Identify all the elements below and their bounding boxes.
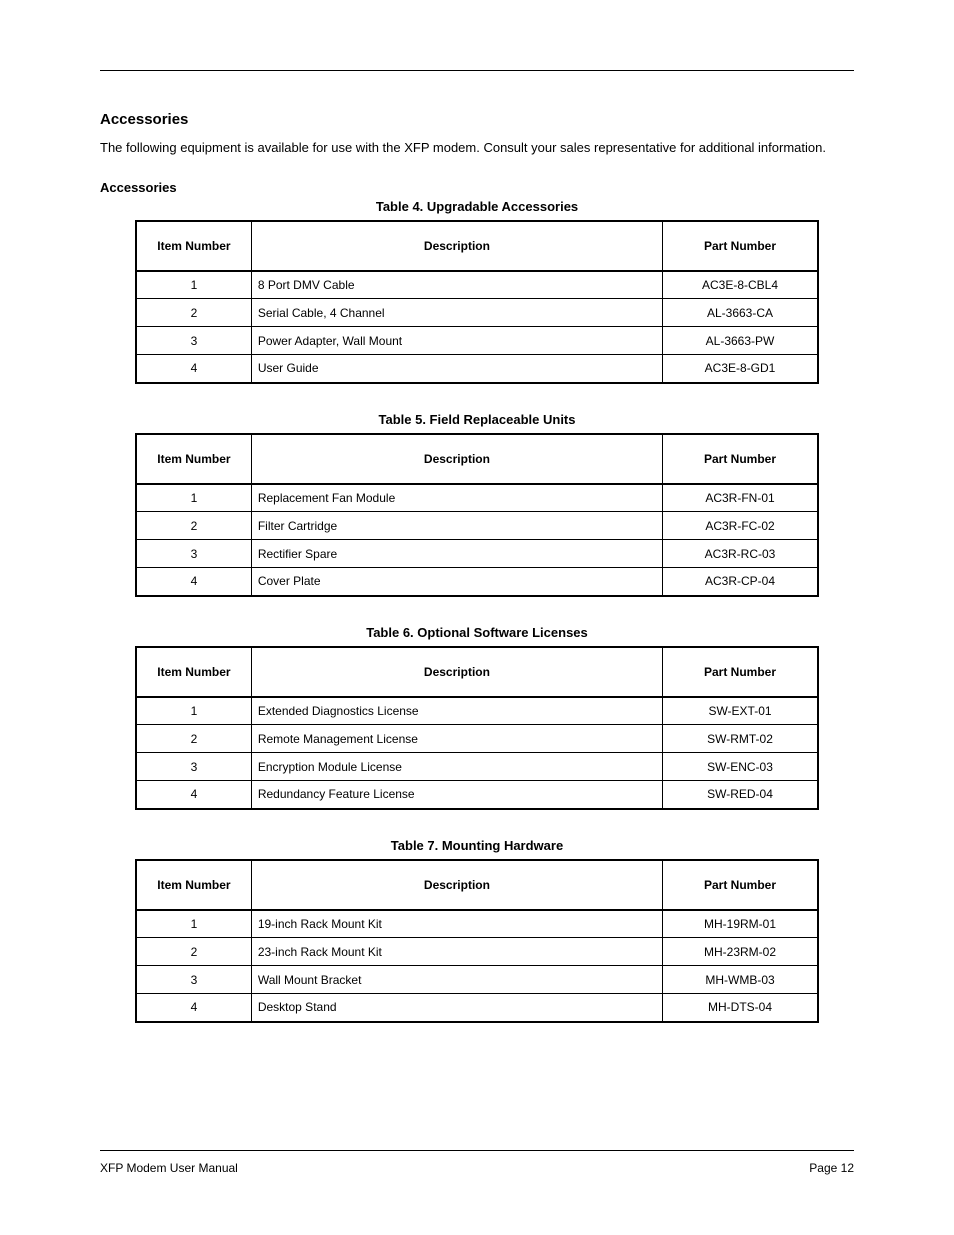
cell-part: SW-ENC-03 xyxy=(663,753,818,781)
table-caption: Table 7. Mounting Hardware xyxy=(100,838,854,853)
accessories-table: Item Number Description Part Number 1 8 … xyxy=(135,220,819,384)
cell-desc: User Guide xyxy=(251,355,662,383)
cell-part: AC3E-8-CBL4 xyxy=(663,271,818,299)
cell-item: 4 xyxy=(136,781,251,809)
spacer xyxy=(100,1051,854,1151)
cell-desc: Encryption Module License xyxy=(251,753,662,781)
header-rule xyxy=(100,70,854,71)
cell-part: SW-RMT-02 xyxy=(663,725,818,753)
cell-desc: Cover Plate xyxy=(251,568,662,596)
table-caption: Table 6. Optional Software Licenses xyxy=(100,625,854,640)
col-header-item: Item Number xyxy=(136,221,251,271)
table-row: 4 Redundancy Feature License SW-RED-04 xyxy=(136,781,818,809)
table-row: 3 Encryption Module License SW-ENC-03 xyxy=(136,753,818,781)
table-row: 2 Remote Management License SW-RMT-02 xyxy=(136,725,818,753)
table-row: 1 Replacement Fan Module AC3R-FN-01 xyxy=(136,484,818,512)
cell-item: 1 xyxy=(136,697,251,725)
cell-part: AC3E-8-GD1 xyxy=(663,355,818,383)
table-row: 4 Cover Plate AC3R-CP-04 xyxy=(136,568,818,596)
cell-desc: Desktop Stand xyxy=(251,994,662,1022)
cell-part: MH-19RM-01 xyxy=(663,910,818,938)
table-row: 3 Rectifier Spare AC3R-RC-03 xyxy=(136,540,818,568)
cell-desc: 8 Port DMV Cable xyxy=(251,271,662,299)
table-row: 3 Wall Mount Bracket MH-WMB-03 xyxy=(136,966,818,994)
mounting-table: Item Number Description Part Number 1 19… xyxy=(135,859,819,1023)
table-row: 2 23-inch Rack Mount Kit MH-23RM-02 xyxy=(136,938,818,966)
cell-item: 1 xyxy=(136,484,251,512)
table-header-row: Item Number Description Part Number xyxy=(136,860,818,910)
intro-paragraph: The following equipment is available for… xyxy=(100,138,854,158)
cell-item: 1 xyxy=(136,910,251,938)
col-header-part: Part Number xyxy=(663,221,818,271)
cell-part: SW-RED-04 xyxy=(663,781,818,809)
cell-desc: Wall Mount Bracket xyxy=(251,966,662,994)
licenses-table: Item Number Description Part Number 1 Ex… xyxy=(135,646,819,810)
cell-part: MH-23RM-02 xyxy=(663,938,818,966)
cell-desc: 23-inch Rack Mount Kit xyxy=(251,938,662,966)
cell-item: 1 xyxy=(136,271,251,299)
cell-desc: Extended Diagnostics License xyxy=(251,697,662,725)
cell-desc: Serial Cable, 4 Channel xyxy=(251,299,662,327)
cell-desc: Replacement Fan Module xyxy=(251,484,662,512)
table-caption: Table 4. Upgradable Accessories xyxy=(100,199,854,214)
cell-part: AC3R-CP-04 xyxy=(663,568,818,596)
cell-part: AL-3663-PW xyxy=(663,327,818,355)
cell-part: MH-WMB-03 xyxy=(663,966,818,994)
table-row: 4 Desktop Stand MH-DTS-04 xyxy=(136,994,818,1022)
col-header-part: Part Number xyxy=(663,860,818,910)
cell-item: 3 xyxy=(136,540,251,568)
col-header-description: Description xyxy=(251,221,662,271)
cell-desc: 19-inch Rack Mount Kit xyxy=(251,910,662,938)
cell-part: AC3R-FN-01 xyxy=(663,484,818,512)
footer-right-text: Page 12 xyxy=(809,1161,854,1175)
accessories-heading: Accessories xyxy=(100,180,854,195)
footer-left-text: XFP Modem User Manual xyxy=(100,1161,238,1175)
cell-item: 2 xyxy=(136,299,251,327)
cell-item: 2 xyxy=(136,938,251,966)
cell-part: MH-DTS-04 xyxy=(663,994,818,1022)
page-container: Accessories The following equipment is a… xyxy=(0,0,954,1235)
cell-item: 2 xyxy=(136,512,251,540)
cell-item: 3 xyxy=(136,966,251,994)
table-row: 3 Power Adapter, Wall Mount AL-3663-PW xyxy=(136,327,818,355)
col-header-description: Description xyxy=(251,647,662,697)
cell-desc: Rectifier Spare xyxy=(251,540,662,568)
cell-item: 2 xyxy=(136,725,251,753)
col-header-item: Item Number xyxy=(136,860,251,910)
table-row: 2 Filter Cartridge AC3R-FC-02 xyxy=(136,512,818,540)
table-row: 1 19-inch Rack Mount Kit MH-19RM-01 xyxy=(136,910,818,938)
cell-part: AL-3663-CA xyxy=(663,299,818,327)
cell-part: SW-EXT-01 xyxy=(663,697,818,725)
col-header-description: Description xyxy=(251,860,662,910)
table-row: 1 Extended Diagnostics License SW-EXT-01 xyxy=(136,697,818,725)
col-header-item: Item Number xyxy=(136,647,251,697)
cell-desc: Redundancy Feature License xyxy=(251,781,662,809)
cell-item: 4 xyxy=(136,355,251,383)
table-header-row: Item Number Description Part Number xyxy=(136,434,818,484)
cell-desc: Filter Cartridge xyxy=(251,512,662,540)
cell-item: 4 xyxy=(136,568,251,596)
footer: XFP Modem User Manual Page 12 xyxy=(100,1150,854,1175)
cell-item: 4 xyxy=(136,994,251,1022)
table-row: 1 8 Port DMV Cable AC3E-8-CBL4 xyxy=(136,271,818,299)
cell-desc: Power Adapter, Wall Mount xyxy=(251,327,662,355)
section-title: Accessories xyxy=(100,111,854,128)
table-row: 2 Serial Cable, 4 Channel AL-3663-CA xyxy=(136,299,818,327)
table-row: 4 User Guide AC3E-8-GD1 xyxy=(136,355,818,383)
col-header-description: Description xyxy=(251,434,662,484)
cell-item: 3 xyxy=(136,327,251,355)
cell-desc: Remote Management License xyxy=(251,725,662,753)
col-header-part: Part Number xyxy=(663,434,818,484)
cell-part: AC3R-FC-02 xyxy=(663,512,818,540)
col-header-part: Part Number xyxy=(663,647,818,697)
table-header-row: Item Number Description Part Number xyxy=(136,221,818,271)
table-header-row: Item Number Description Part Number xyxy=(136,647,818,697)
table-caption: Table 5. Field Replaceable Units xyxy=(100,412,854,427)
fru-table: Item Number Description Part Number 1 Re… xyxy=(135,433,819,597)
cell-part: AC3R-RC-03 xyxy=(663,540,818,568)
cell-item: 3 xyxy=(136,753,251,781)
col-header-item: Item Number xyxy=(136,434,251,484)
